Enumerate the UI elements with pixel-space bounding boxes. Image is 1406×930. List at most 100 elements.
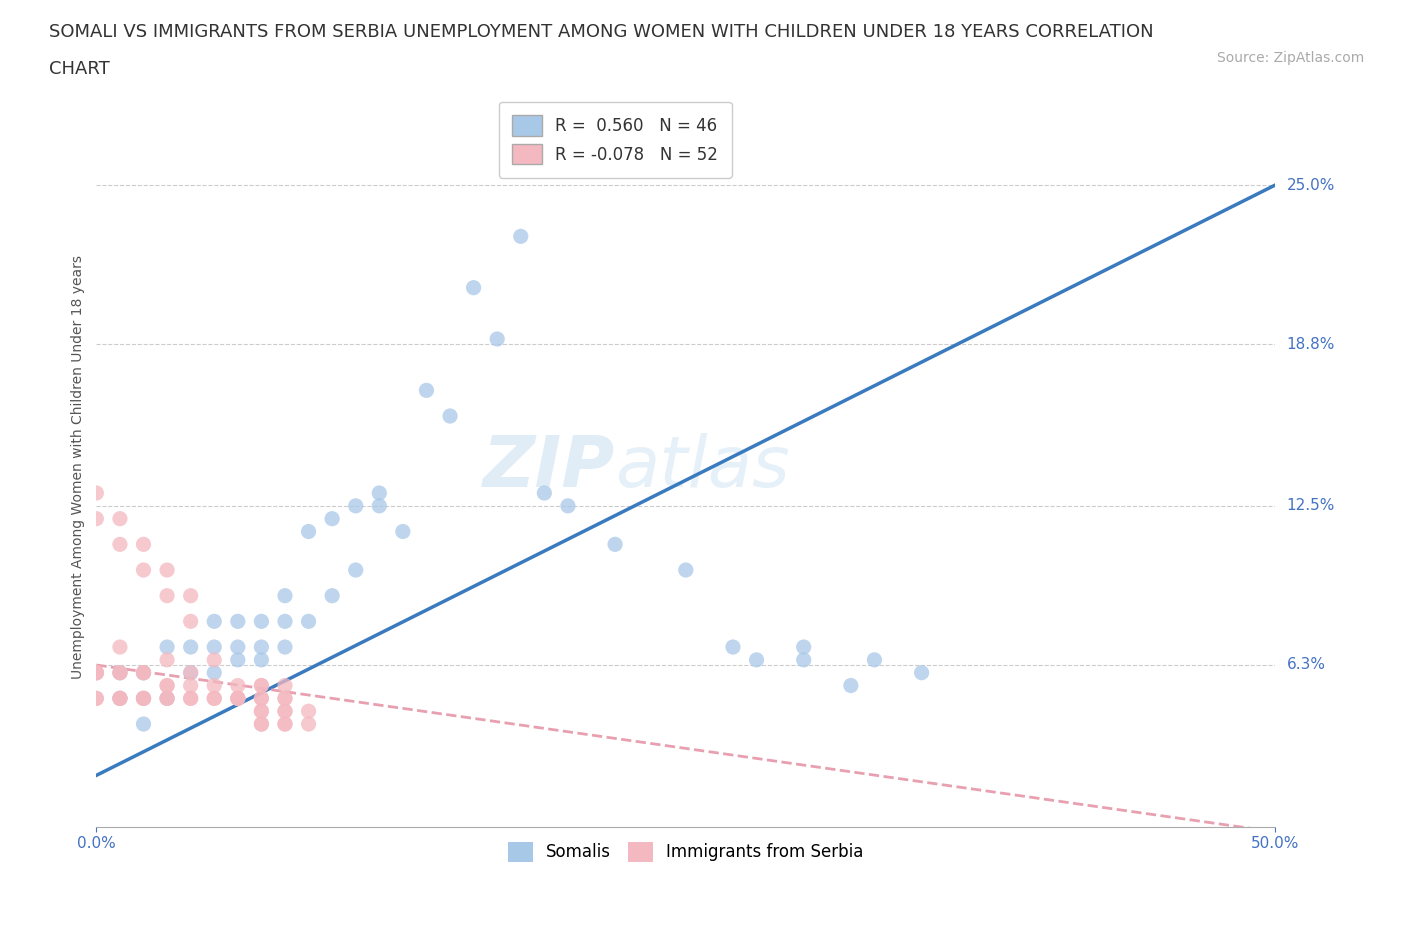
- Text: 18.8%: 18.8%: [1286, 337, 1334, 352]
- Point: [132, 691, 155, 706]
- Point: [274, 717, 297, 732]
- Text: CHART: CHART: [49, 60, 110, 78]
- Point: [180, 691, 202, 706]
- Point: [156, 678, 179, 693]
- Point: [250, 704, 273, 719]
- Point: [226, 691, 249, 706]
- Point: [132, 665, 155, 680]
- Point: [180, 640, 202, 655]
- Point: [250, 717, 273, 732]
- Point: [86, 691, 108, 706]
- Point: [86, 691, 108, 706]
- Point: [344, 498, 367, 513]
- Point: [274, 614, 297, 629]
- Point: [156, 640, 179, 655]
- Point: [439, 408, 461, 423]
- Point: [274, 717, 297, 732]
- Point: [86, 665, 108, 680]
- Point: [603, 537, 626, 551]
- Point: [108, 691, 131, 706]
- Point: [839, 678, 862, 693]
- Point: [226, 678, 249, 693]
- Legend: Somalis, Immigrants from Serbia: Somalis, Immigrants from Serbia: [502, 835, 870, 869]
- Point: [368, 498, 391, 513]
- Point: [226, 653, 249, 668]
- Point: [132, 563, 155, 578]
- Point: [180, 614, 202, 629]
- Point: [202, 678, 225, 693]
- Point: [250, 653, 273, 668]
- Point: [156, 589, 179, 604]
- Point: [86, 485, 108, 500]
- Point: [321, 512, 343, 526]
- Point: [415, 383, 437, 398]
- Point: [156, 691, 179, 706]
- Point: [721, 640, 744, 655]
- Text: 6.3%: 6.3%: [1286, 658, 1326, 672]
- Point: [180, 665, 202, 680]
- Point: [274, 704, 297, 719]
- Point: [132, 665, 155, 680]
- Text: Source: ZipAtlas.com: Source: ZipAtlas.com: [1216, 51, 1364, 65]
- Point: [793, 640, 815, 655]
- Point: [910, 665, 932, 680]
- Text: atlas: atlas: [614, 432, 790, 502]
- Point: [108, 640, 131, 655]
- Point: [180, 589, 202, 604]
- Point: [202, 653, 225, 668]
- Point: [86, 512, 108, 526]
- Point: [226, 640, 249, 655]
- Point: [108, 665, 131, 680]
- Point: [274, 640, 297, 655]
- Point: [156, 653, 179, 668]
- Point: [297, 525, 319, 539]
- Point: [108, 537, 131, 551]
- Text: ZIP: ZIP: [482, 432, 614, 502]
- Point: [557, 498, 579, 513]
- Point: [250, 678, 273, 693]
- Point: [274, 691, 297, 706]
- Point: [202, 665, 225, 680]
- Text: 25.0%: 25.0%: [1286, 178, 1334, 193]
- Point: [274, 589, 297, 604]
- Point: [132, 691, 155, 706]
- Point: [250, 640, 273, 655]
- Point: [180, 691, 202, 706]
- Point: [108, 665, 131, 680]
- Point: [202, 691, 225, 706]
- Point: [108, 691, 131, 706]
- Point: [274, 704, 297, 719]
- Point: [132, 717, 155, 732]
- Point: [486, 332, 509, 347]
- Point: [202, 640, 225, 655]
- Text: 12.5%: 12.5%: [1286, 498, 1334, 513]
- Point: [108, 512, 131, 526]
- Point: [250, 691, 273, 706]
- Point: [132, 537, 155, 551]
- Point: [202, 614, 225, 629]
- Point: [202, 691, 225, 706]
- Point: [297, 614, 319, 629]
- Point: [368, 485, 391, 500]
- Point: [250, 678, 273, 693]
- Point: [675, 563, 697, 578]
- Text: SOMALI VS IMMIGRANTS FROM SERBIA UNEMPLOYMENT AMONG WOMEN WITH CHILDREN UNDER 18: SOMALI VS IMMIGRANTS FROM SERBIA UNEMPLO…: [49, 23, 1154, 41]
- Point: [86, 665, 108, 680]
- Point: [132, 665, 155, 680]
- Point: [156, 563, 179, 578]
- Point: [132, 691, 155, 706]
- Point: [108, 691, 131, 706]
- Point: [745, 653, 768, 668]
- Point: [250, 614, 273, 629]
- Point: [274, 691, 297, 706]
- Point: [250, 691, 273, 706]
- Point: [274, 678, 297, 693]
- Point: [463, 280, 485, 295]
- Point: [863, 653, 886, 668]
- Point: [533, 485, 555, 500]
- Point: [156, 691, 179, 706]
- Point: [793, 653, 815, 668]
- Point: [86, 665, 108, 680]
- Point: [108, 691, 131, 706]
- Point: [509, 229, 531, 244]
